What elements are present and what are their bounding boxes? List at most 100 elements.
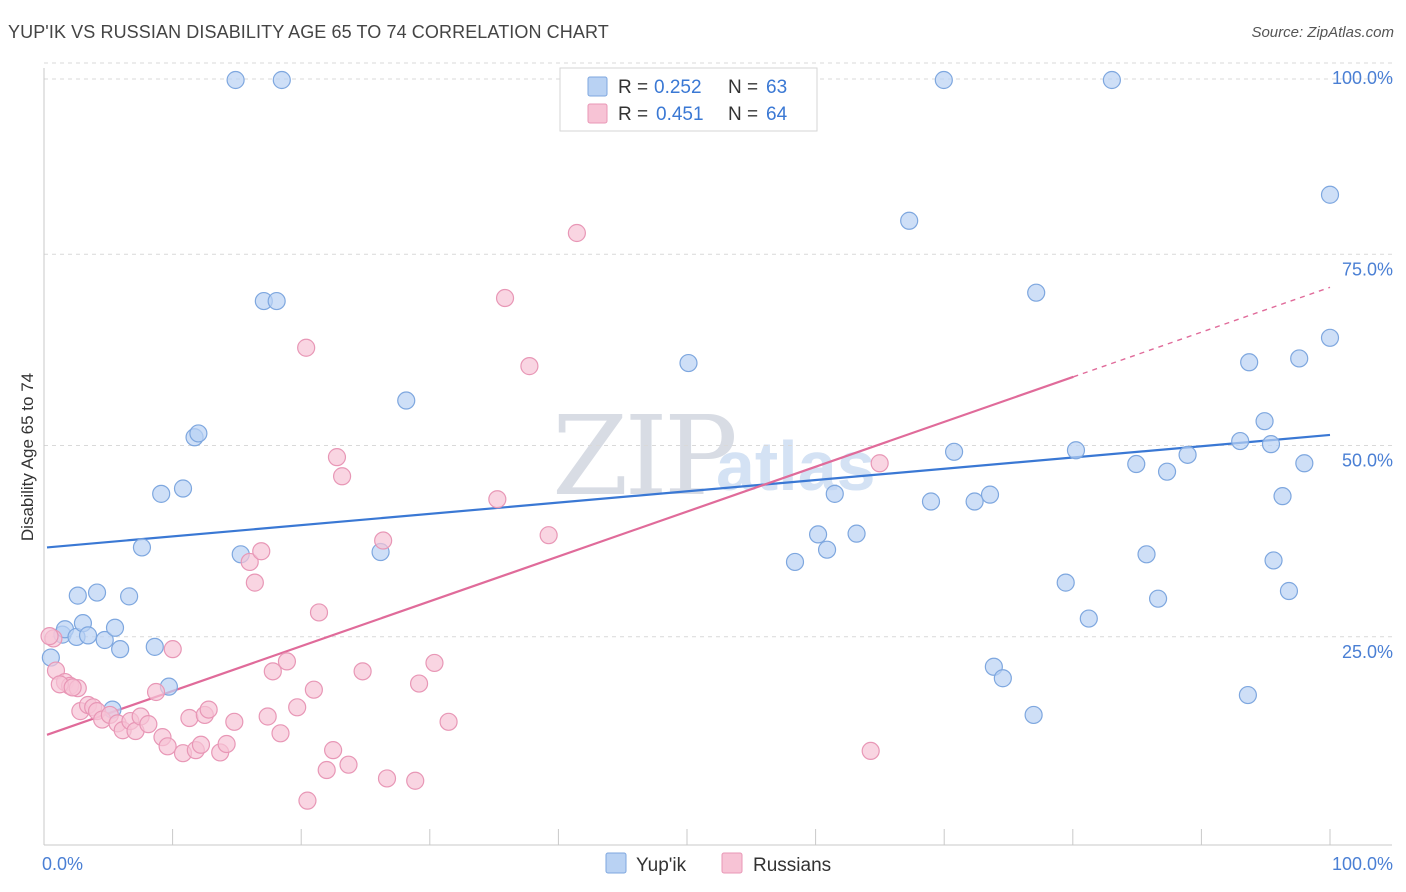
data-point: [1148, 589, 1168, 608]
data-point: [271, 724, 290, 743]
legend: R = 0.252 N = 63 R = 0.451 N = 64: [559, 67, 818, 132]
data-point: [139, 715, 158, 734]
data-point: [1066, 441, 1086, 460]
data-point: [1056, 573, 1075, 592]
data-point: [847, 524, 866, 543]
data-point: [520, 357, 539, 376]
data-point: [339, 755, 358, 774]
data-point: [258, 707, 277, 726]
data-point: [1320, 185, 1340, 204]
data-point: [567, 223, 586, 243]
data-point: [120, 587, 139, 606]
data-point: [900, 211, 919, 230]
data-point: [297, 338, 316, 357]
data-point: [298, 791, 317, 810]
data-point: [309, 603, 329, 622]
data-point: [327, 448, 347, 467]
legend-swatch-russians: [587, 103, 608, 124]
bottom-legend-label-russians: Russians: [753, 855, 831, 876]
data-point: [1024, 705, 1043, 725]
yupik-points: [41, 70, 1340, 725]
data-point: [817, 540, 837, 559]
data-point: [488, 490, 507, 509]
legend-r-value-yupik: 0.252: [654, 77, 702, 98]
data-point: [217, 734, 236, 754]
data-point: [180, 708, 199, 728]
data-point: [1127, 454, 1146, 474]
legend-swatch-yupik: [587, 76, 608, 97]
data-point: [145, 637, 164, 656]
data-point: [163, 640, 182, 659]
data-point: [377, 769, 397, 788]
legend-n-label-yupik: N =: [728, 77, 758, 98]
bottom-legend-label-yupik: Yup'ik: [636, 855, 687, 876]
trend-line-russians-extension: [1073, 286, 1331, 378]
bottom-legend-swatch-russians: [721, 852, 743, 874]
x-ticks: [43, 829, 1331, 845]
data-point: [146, 682, 166, 702]
y-tick-label: 50.0%: [1342, 451, 1393, 471]
data-point: [1079, 609, 1098, 628]
data-point: [397, 391, 416, 410]
data-point: [199, 700, 218, 719]
data-point: [1290, 349, 1309, 368]
data-point: [40, 627, 59, 646]
data-point: [1264, 551, 1283, 570]
data-point: [1102, 70, 1121, 90]
data-point: [1273, 487, 1292, 506]
data-point: [304, 680, 323, 699]
data-point: [152, 484, 171, 503]
trend-lines: [46, 286, 1331, 736]
legend-r-label-russians: R =: [618, 104, 648, 125]
data-point: [189, 424, 208, 443]
data-point: [87, 583, 107, 602]
legend-r-label-yupik: R =: [618, 77, 648, 98]
data-point: [870, 454, 889, 473]
data-point: [105, 618, 125, 637]
data-point: [1255, 412, 1274, 431]
data-point: [1178, 445, 1197, 464]
data-point: [173, 479, 193, 498]
data-point: [993, 669, 1012, 688]
data-point: [111, 640, 130, 659]
data-point: [409, 674, 429, 693]
x-tick-label-max: 100.0%: [1332, 854, 1393, 874]
y-tick-labels: 25.0% 50.0% 75.0% 100.0%: [1332, 68, 1393, 662]
data-point: [921, 492, 941, 511]
data-point: [78, 626, 98, 645]
data-point: [439, 712, 458, 731]
y-tick-label: 100.0%: [1332, 68, 1393, 88]
data-point: [1320, 328, 1340, 347]
legend-n-label-russians: N =: [728, 104, 758, 125]
data-point: [1231, 431, 1250, 451]
data-point: [263, 662, 282, 681]
watermark-zip: ZIP: [552, 392, 735, 520]
data-point: [1137, 545, 1156, 564]
data-point: [1240, 353, 1259, 372]
data-point: [944, 442, 964, 461]
data-point: [272, 70, 291, 90]
data-point: [965, 492, 984, 511]
data-point: [277, 652, 297, 671]
legend-r-value-russians: 0.451: [656, 104, 704, 125]
y-tick-label: 25.0%: [1342, 642, 1393, 662]
source-label: Source: ZipAtlas.com: [1251, 24, 1394, 41]
data-point: [679, 353, 698, 373]
data-point: [980, 485, 1000, 504]
data-point: [825, 484, 844, 503]
trend-line-yupik: [46, 433, 1331, 549]
data-point: [132, 538, 152, 557]
data-point: [785, 552, 805, 572]
data-point: [226, 70, 245, 90]
data-point: [158, 737, 177, 756]
legend-n-value-yupik: 63: [766, 77, 787, 98]
data-point: [1295, 454, 1314, 473]
chart-title: YUP'IK VS RUSSIAN DISABILITY AGE 65 TO 7…: [8, 22, 609, 42]
y-axis-label: Disability Age 65 to 74: [18, 373, 37, 541]
data-point: [267, 291, 286, 311]
data-point: [495, 288, 515, 308]
legend-n-value-russians: 64: [766, 104, 788, 125]
data-point: [1261, 435, 1281, 454]
data-point: [95, 630, 114, 650]
